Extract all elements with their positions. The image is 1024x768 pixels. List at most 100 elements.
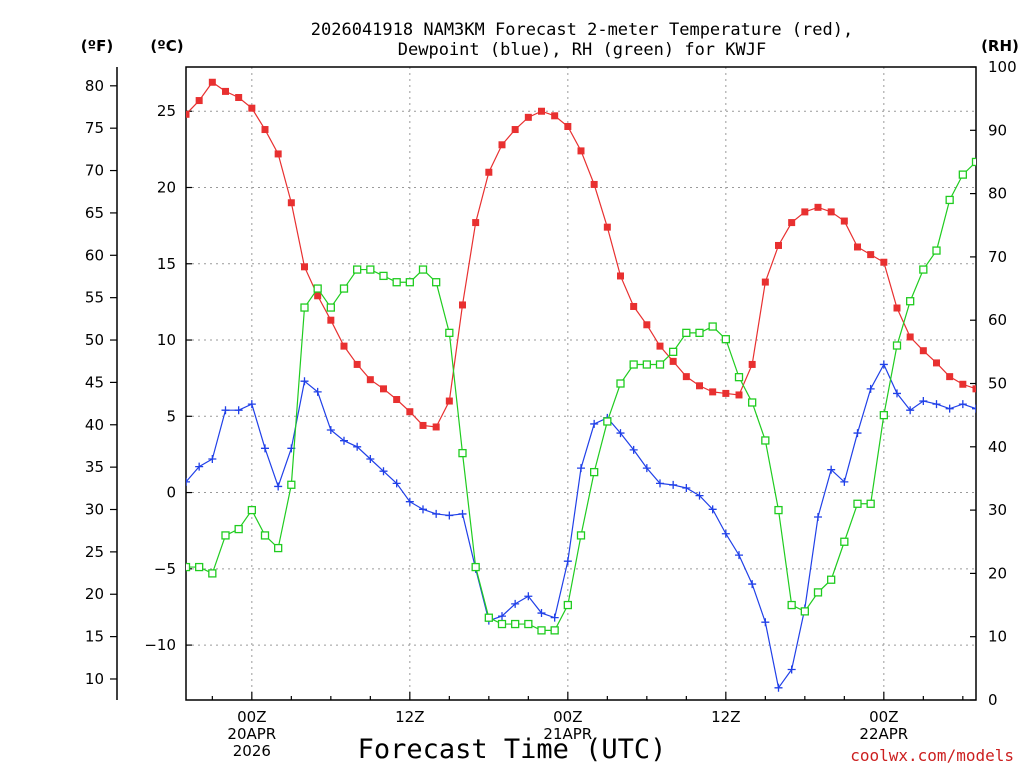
rh-point	[853, 499, 862, 508]
temperature-point	[248, 104, 256, 112]
rh-point	[471, 562, 480, 572]
temperature-point	[353, 360, 361, 368]
dewpoint-point	[972, 404, 976, 413]
dewpoint-point	[340, 436, 348, 445]
rh-point	[234, 524, 243, 534]
dewpoint-point	[787, 665, 796, 674]
time-tick-label: 00Z	[237, 708, 266, 726]
temperature-point	[577, 147, 585, 155]
rh-point	[866, 499, 875, 508]
temperature-point	[485, 168, 493, 176]
celsius-tick-label: 5	[166, 407, 176, 425]
rh-tick-label: 40	[988, 438, 1007, 456]
temperature-point	[880, 258, 888, 266]
fahrenheit-tick-label: 55	[85, 289, 104, 307]
rh-point	[300, 303, 309, 312]
time-tick-label: 00Z	[869, 708, 898, 726]
temperature-point	[854, 243, 861, 251]
temperature-point	[906, 333, 914, 341]
rh-point	[511, 619, 520, 629]
rh-point	[629, 360, 638, 369]
temperature-point	[186, 110, 190, 118]
rh-point	[827, 575, 836, 584]
dewpoint-point	[919, 397, 928, 406]
dewpoint-point	[958, 400, 967, 409]
dewpoint-point	[748, 580, 757, 589]
temperature-point	[406, 408, 414, 416]
temperature-point	[498, 141, 506, 149]
rh-tick-label: 10	[988, 628, 1007, 646]
rh-point	[484, 613, 493, 622]
rh-tick-label: 30	[988, 501, 1007, 519]
dewpoint-point	[432, 509, 441, 518]
fahrenheit-tick-label: 60	[85, 246, 104, 264]
temperature-point	[893, 304, 901, 312]
temperature-point	[235, 94, 243, 102]
rh-point	[537, 626, 546, 635]
time-tick-label: 21APR	[543, 725, 592, 743]
celsius-tick-label: 10	[157, 331, 176, 349]
temperature-point	[788, 219, 796, 227]
fahrenheit-tick-label: 70	[85, 162, 104, 180]
time-tick-label: 2026	[233, 742, 271, 760]
rh-point	[958, 170, 967, 179]
dewpoint-point	[550, 613, 559, 622]
celsius-unit-label: (ºC)	[150, 37, 183, 55]
temperature-point	[195, 97, 203, 105]
rh-point	[432, 278, 441, 287]
rh-point	[353, 265, 362, 274]
dewpoint-point	[326, 426, 335, 435]
temperature-point	[564, 122, 572, 130]
dewpoint-point	[735, 551, 743, 560]
dewpoint-point	[353, 442, 362, 451]
fahrenheit-tick-label: 35	[85, 458, 104, 476]
dewpoint-point	[221, 406, 230, 415]
celsius-tick-label: 15	[157, 255, 176, 273]
dewpoint-point	[300, 377, 309, 386]
rh-point	[186, 562, 191, 572]
temperature-point	[432, 423, 440, 431]
temperature-point	[603, 223, 611, 231]
rh-point	[655, 360, 665, 369]
temperature-point	[867, 251, 875, 259]
temperature-point	[656, 342, 664, 350]
series-dewpoint	[186, 360, 976, 692]
dewpoint-point	[761, 618, 770, 627]
dewpoint-point	[906, 406, 915, 415]
dewpoint-point	[498, 612, 506, 621]
rh-point	[287, 480, 296, 489]
rh-point	[879, 410, 888, 420]
temperature-point	[840, 217, 848, 225]
rh-tick-label: 90	[988, 121, 1007, 139]
temperature-point	[801, 208, 809, 216]
fahrenheit-tick-label: 50	[85, 331, 104, 349]
dewpoint-point	[524, 592, 533, 601]
chart-title-line2: Dewpoint (blue), RH (green) for KWJF	[398, 40, 766, 60]
celsius-tick-label: 0	[166, 484, 176, 502]
dewpoint-point	[577, 464, 585, 473]
rh-point	[945, 195, 954, 205]
dewpoint-point	[721, 529, 730, 538]
chart-title-line1: 2026041918 NAM3KM Forecast 2-meter Tempe…	[311, 20, 853, 40]
rh-tick-label: 50	[988, 375, 1007, 393]
temperature-point	[472, 219, 480, 227]
temperature-point	[314, 292, 322, 300]
time-tick-label: 00Z	[553, 708, 582, 726]
fahrenheit-axis: 80 75 70 65 60 55 50 45 40 35 30 25 20 15 10	[85, 77, 117, 688]
temperature-point	[459, 301, 466, 309]
dewpoint-point	[879, 360, 888, 369]
temperature-point	[748, 360, 756, 368]
rh-point	[313, 284, 322, 293]
rh-point	[892, 341, 902, 350]
rh-point	[840, 537, 849, 546]
temperature-point	[722, 389, 730, 397]
rh-point	[787, 600, 796, 610]
temperature-point	[643, 321, 651, 329]
rh-point	[971, 157, 976, 167]
dewpoint-point	[313, 387, 322, 396]
dewpoint-point	[208, 455, 217, 464]
temperature-point	[261, 126, 269, 134]
rh-point	[497, 619, 507, 629]
data-series	[186, 78, 976, 692]
